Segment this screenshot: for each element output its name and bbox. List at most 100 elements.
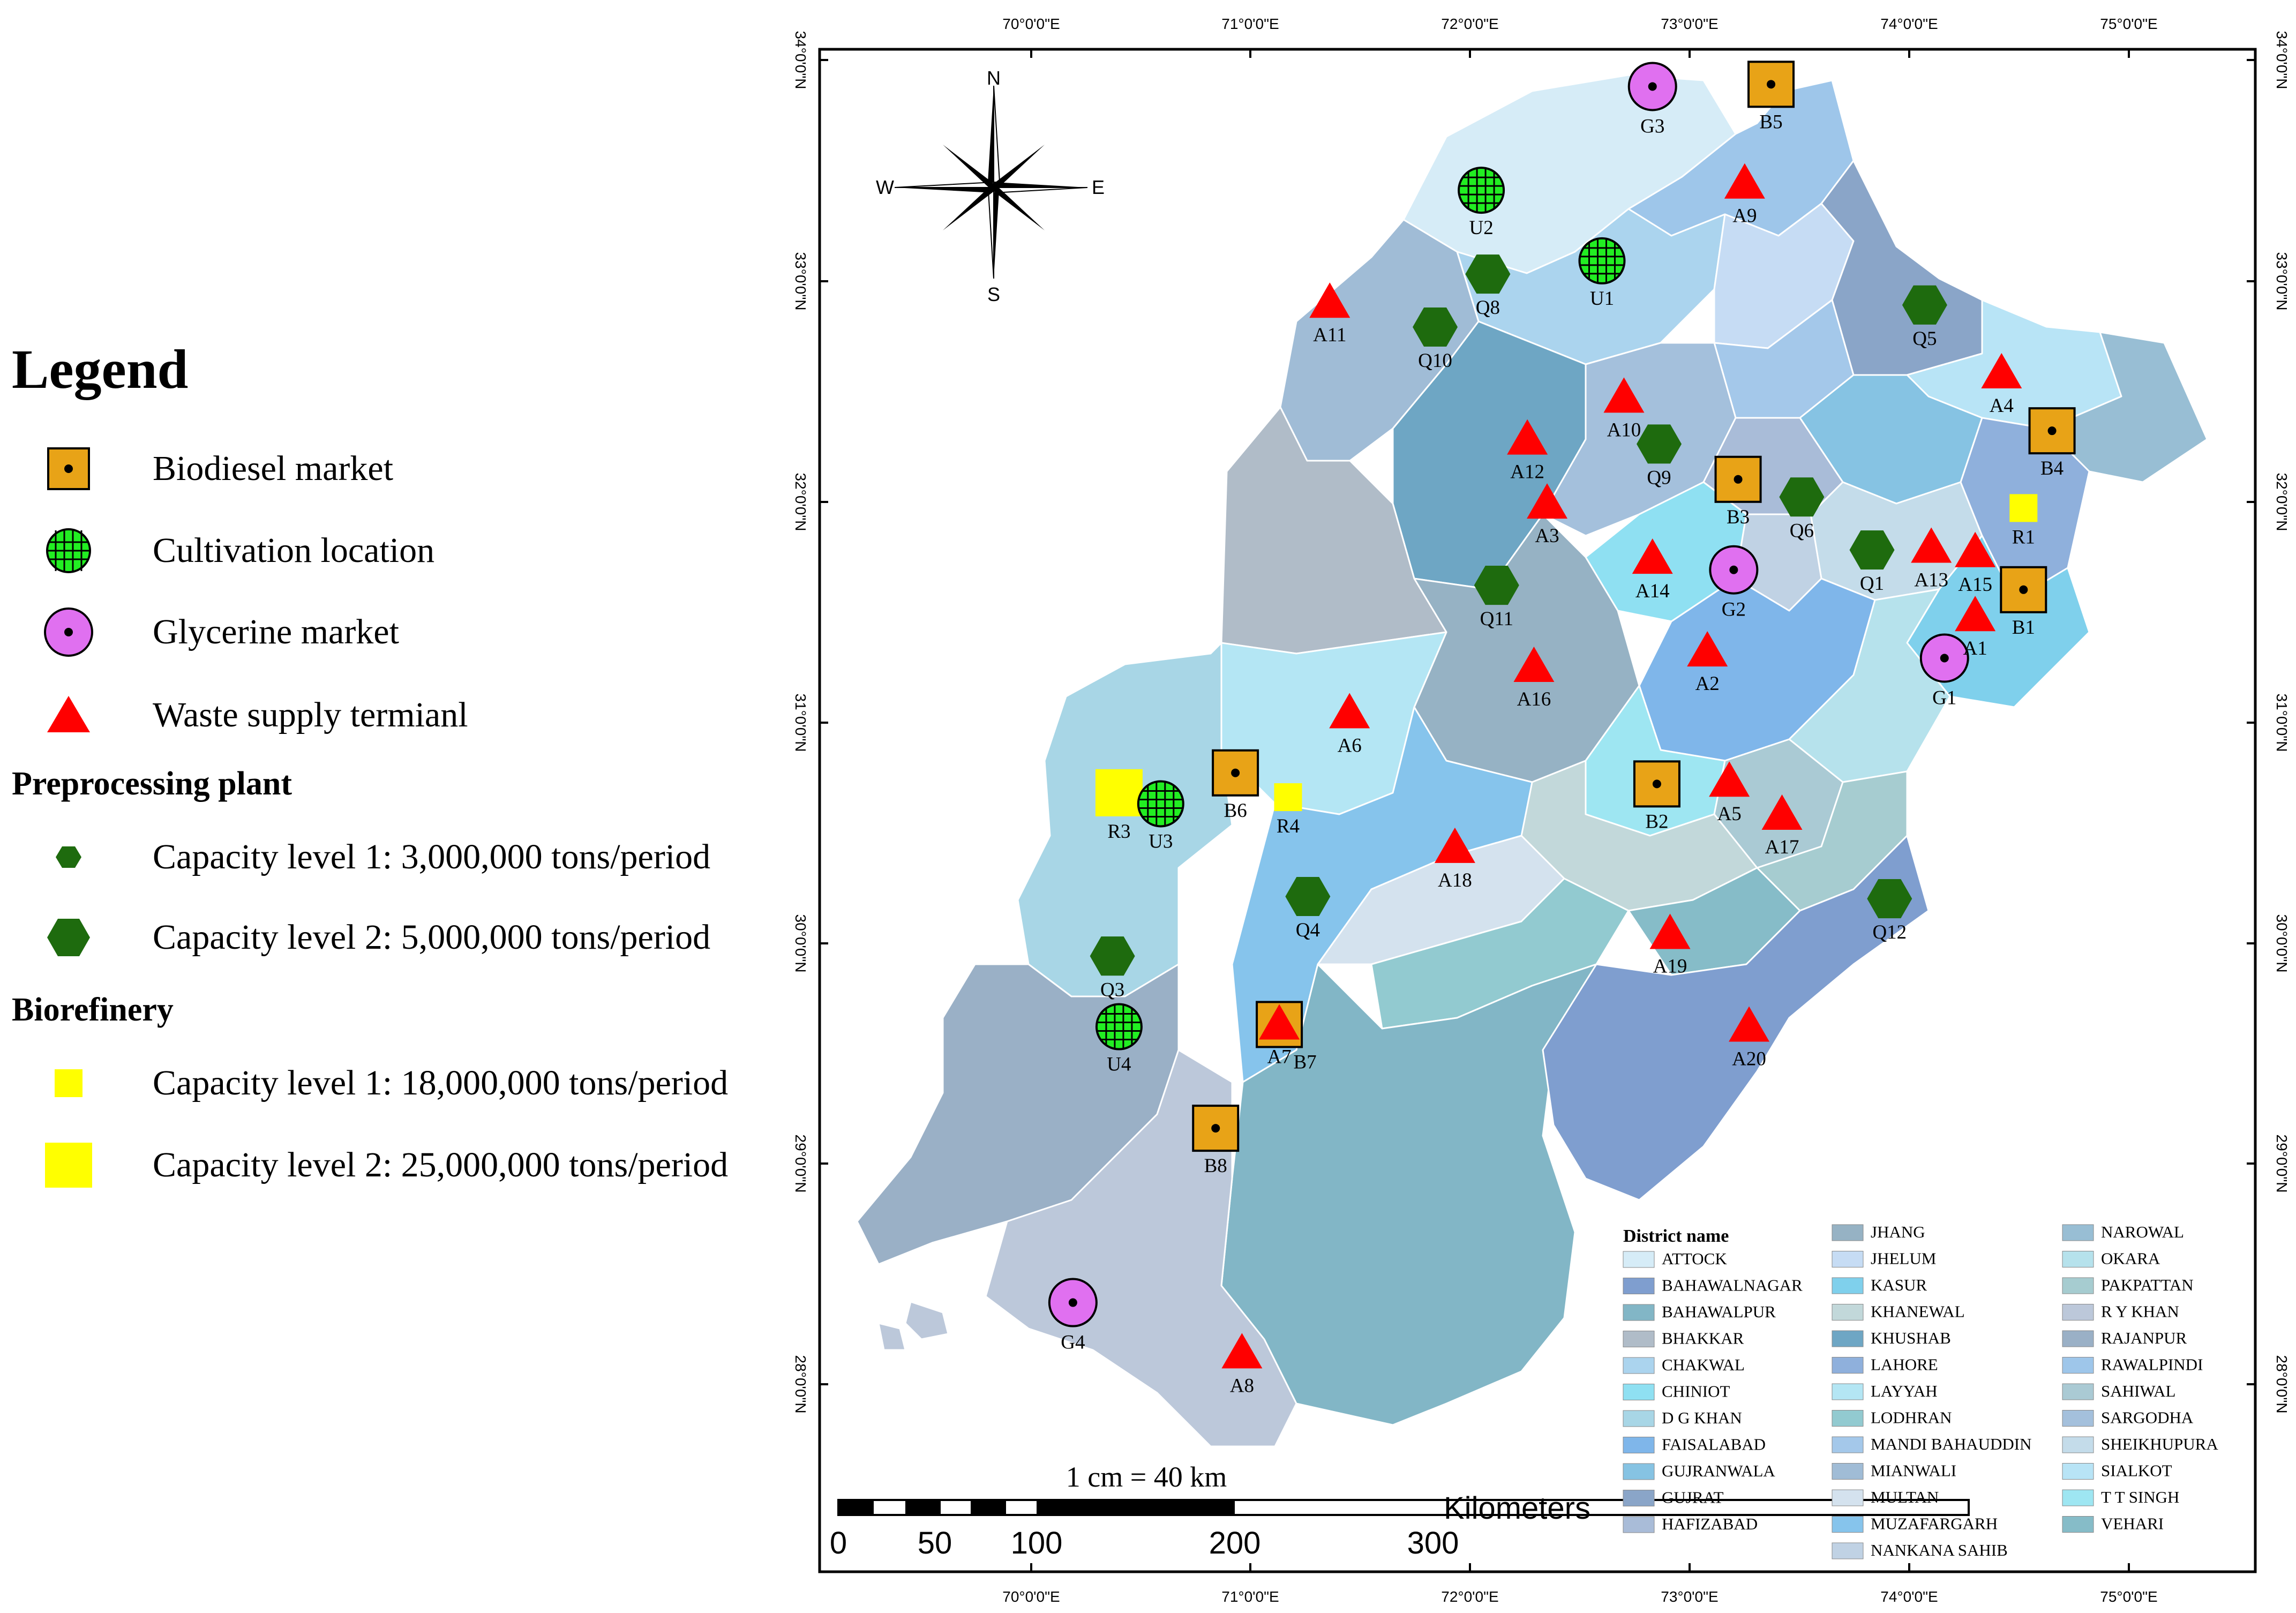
district-name: MULTAN — [1871, 1488, 1939, 1506]
lat-label: 31°0'0"N — [2274, 694, 2290, 752]
district-name: MIANWALI — [1871, 1461, 1956, 1480]
preprocessing-plant-q9: Q9 — [1637, 424, 1682, 489]
district-legend-row: CHAKWAL — [1623, 1355, 1745, 1374]
marker-label: A15 — [1958, 574, 1992, 596]
district-swatch — [2062, 1463, 2094, 1480]
triangle-icon — [1649, 913, 1691, 949]
marker-label: A5 — [1717, 803, 1742, 825]
marker-label: U3 — [1149, 830, 1173, 852]
legend-title: Legend — [12, 339, 189, 400]
scale-tick: 0 — [830, 1526, 847, 1561]
hexagon-icon — [1849, 530, 1895, 570]
graticule-ticks — [820, 49, 2255, 1572]
district-name: CHAKWAL — [1662, 1355, 1745, 1374]
marker-label: Q12 — [1872, 921, 1907, 943]
district-legend-row: SAHIWAL — [2062, 1382, 2176, 1400]
legend-label: Capacity level 2: 5,000,000 tons/period — [153, 918, 711, 957]
lon-label: 75°0'0"E — [2100, 16, 2157, 32]
district-name: CHINIOT — [1662, 1382, 1730, 1401]
scale-tick: 100 — [1011, 1526, 1063, 1561]
legend-label: Waste supply termianl — [153, 695, 468, 734]
district-swatch — [1832, 1383, 1864, 1400]
district-name: KHANEWAL — [1871, 1302, 1965, 1321]
district-legend-row: VEHARI — [2062, 1514, 2164, 1533]
district-name: T T SINGH — [2101, 1488, 2179, 1506]
legend-item-preprocessing-2: Capacity level 2: 5,000,000 tons/period — [0, 905, 798, 970]
legend-label: Biodiesel market — [153, 449, 394, 488]
waste-terminal-a13: A13 — [1911, 527, 1952, 591]
triangle-icon — [1911, 527, 1952, 563]
district-legend-row: SARGODHA — [2062, 1408, 2194, 1427]
district-name: VEHARI — [2101, 1514, 2164, 1533]
dot-square-icon — [1633, 760, 1680, 808]
district-name: R Y KHAN — [2101, 1302, 2179, 1321]
district-swatch — [2062, 1224, 2094, 1241]
marker-label: Q5 — [1912, 328, 1937, 350]
cultivation-u4: U4 — [1095, 1003, 1143, 1076]
hexagon-icon — [1285, 876, 1331, 917]
marker-label: A3 — [1535, 525, 1559, 547]
marker-label: Q3 — [1100, 979, 1124, 1001]
biodiesel-b4: B4 — [2028, 407, 2076, 479]
preprocessing-plant-q3: Q3 — [1090, 936, 1135, 1001]
marker-label: A10 — [1607, 419, 1641, 441]
district-name: RAJANPUR — [2101, 1329, 2187, 1347]
district-swatch — [2062, 1357, 2094, 1374]
compass-s: S — [987, 283, 1000, 305]
cultivation-u2: U2 — [1458, 167, 1505, 239]
biodiesel-b1: B1 — [2000, 566, 2047, 639]
triangle-icon — [1513, 647, 1555, 682]
triangle-icon — [1434, 827, 1475, 863]
marker-label: Q4 — [1296, 919, 1320, 941]
district-narowal — [2045, 331, 2208, 483]
marker-label: Q1 — [1860, 573, 1884, 595]
district-name: GUJRANWALA — [1662, 1461, 1775, 1480]
legend-item-biorefinery-1: Capacity level 1: 18,000,000 tons/period — [0, 1051, 798, 1115]
district-legend-row: OKARA — [2062, 1249, 2160, 1268]
hexagon-icon — [1413, 307, 1458, 347]
biodiesel-b3: B3 — [1714, 455, 1762, 528]
waste-terminal-a9: A9 — [1724, 163, 1765, 227]
marker-label: A13 — [1914, 569, 1948, 591]
district-swatch — [1832, 1330, 1864, 1347]
marker-label: A1 — [1963, 637, 1987, 659]
district-name: KASUR — [1871, 1276, 1927, 1294]
triangle-icon — [1632, 538, 1673, 574]
lon-label: 72°0'0"E — [1441, 1588, 1498, 1605]
latitude-labels: 34°0'0"N 33°0'0"N 32°0'0"N 31°0'0"N 30°0… — [792, 31, 2290, 1414]
legend-label: Capacity level 1: 3,000,000 tons/period — [153, 837, 711, 876]
scale-tick: 50 — [918, 1526, 952, 1561]
marker-label: A7 — [1267, 1046, 1291, 1068]
district-name: NANKANA SAHIB — [1871, 1541, 2008, 1559]
district-swatch — [2062, 1489, 2094, 1506]
district-swatch — [1832, 1304, 1864, 1321]
district-name: SIALKOT — [2101, 1461, 2172, 1480]
district-legend-row: D G KHAN — [1623, 1408, 1742, 1427]
marker-label: Q10 — [1418, 350, 1452, 372]
district-polygons — [856, 74, 2208, 1447]
district-name: NAROWAL — [2101, 1222, 2184, 1241]
lon-label: 75°0'0"E — [2100, 1588, 2157, 1605]
district-swatch — [1832, 1224, 1864, 1241]
district-name: MUZAFARGARH — [1871, 1514, 1998, 1533]
waste-terminal-a7: A7 — [1259, 1004, 1300, 1068]
district-legend-row: LAYYAH — [1832, 1382, 1938, 1400]
biodiesel-square-icon — [47, 447, 90, 490]
triangle-icon — [1955, 596, 1996, 632]
hexagon-icon — [1902, 285, 1947, 325]
district-swatch — [2062, 1304, 2094, 1321]
hexagon-icon — [1090, 936, 1135, 976]
lat-label: 32°0'0"N — [2274, 473, 2290, 531]
lon-label: 71°0'0"E — [1221, 1588, 1279, 1605]
district-legend-row: BHAKKAR — [1623, 1329, 1744, 1348]
district-legend-row: BAHAWALNAGAR — [1623, 1276, 1803, 1295]
marker-label: R3 — [1107, 821, 1130, 843]
triangle-icon — [1955, 531, 1996, 567]
legend-item-glycerine: Glycerine market — [0, 600, 798, 664]
hexagon-icon — [1779, 477, 1825, 517]
biorefinery-r1: R1 — [2009, 494, 2038, 548]
district-legend-row: RAWALPINDI — [2062, 1355, 2203, 1374]
district-name: MANDI BAHAUDDIN — [1871, 1435, 2032, 1453]
glycerine-g1: G1 — [1919, 633, 1969, 709]
cultivation-u1: U1 — [1578, 237, 1626, 310]
